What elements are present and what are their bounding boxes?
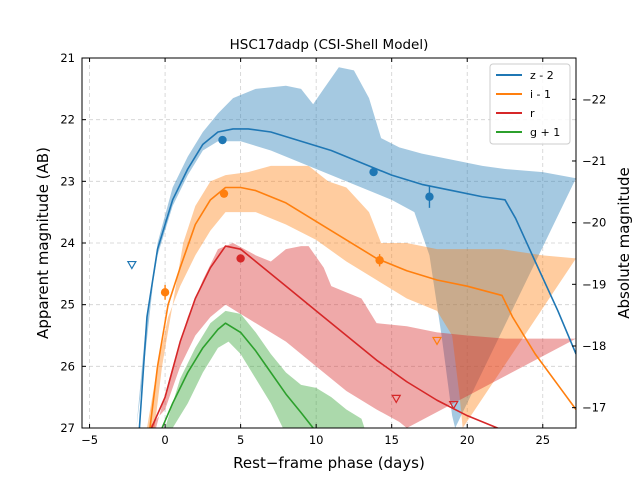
x-tick-label: 25 — [535, 433, 550, 447]
y-axis-label: Apparent magnitude (AB) — [34, 147, 52, 339]
band-g-1 — [165, 310, 365, 428]
right-y-tick-label: −17 — [582, 401, 606, 415]
upper-limit-r — [391, 394, 402, 404]
upper-limit-r — [448, 400, 459, 410]
band-i-1 — [146, 165, 576, 428]
chart-title: HSC17dadp (CSI-Shell Model) — [230, 37, 429, 53]
data-point-z-2 — [425, 192, 434, 201]
x-tick-label: 5 — [237, 433, 244, 447]
legend-label-g-1: g + 1 — [530, 126, 560, 139]
model-line-r — [150, 245, 500, 428]
observations — [126, 135, 459, 410]
right-y-tick-label: −20 — [582, 216, 606, 230]
legend: z - 2 i - 1 r g + 1 — [489, 63, 571, 145]
model-line-i-1 — [149, 186, 576, 428]
x-tick-label: 10 — [309, 433, 324, 447]
legend-label-z-2: z - 2 — [530, 69, 554, 82]
uncertainty-bands — [136, 67, 576, 428]
y-tick-label: 25 — [60, 298, 75, 312]
grid — [82, 57, 576, 429]
upper-limit-i-1 — [431, 336, 443, 346]
data-point-i-1 — [219, 189, 229, 198]
data-point-i-1 — [160, 288, 170, 297]
x-axis-label: Rest−frame phase (days) — [233, 454, 425, 472]
y-tick-label: 23 — [60, 174, 75, 188]
band-z-2 — [136, 67, 576, 428]
right-y-tick-label: −21 — [582, 154, 606, 168]
x-tick-label: −5 — [81, 433, 98, 447]
y-tick-label: 24 — [60, 236, 75, 250]
model-line-g-1 — [161, 322, 314, 428]
y-tick-label: 26 — [60, 359, 75, 373]
y-tick-label: 27 — [60, 421, 75, 435]
band-r — [148, 243, 576, 428]
x-tick-label: 20 — [460, 433, 475, 447]
x-tick-label: 15 — [384, 433, 399, 447]
data-point-z-2 — [369, 167, 378, 177]
data-point-r — [236, 254, 245, 263]
y-tick-label: 22 — [60, 113, 75, 127]
x-tick-label: 0 — [161, 433, 168, 447]
right-y-tick-label: −18 — [582, 339, 606, 353]
model-lines — [138, 128, 576, 428]
right-y-tick-label: −22 — [582, 92, 606, 106]
right-y-tick-label: −19 — [582, 277, 606, 291]
data-point-z-2 — [218, 135, 227, 145]
legend-label-i-1: i - 1 — [530, 88, 551, 101]
upper-limit-z-2 — [126, 260, 137, 270]
right-y-axis-label: Absolute magnitude — [615, 167, 633, 318]
y-tick-label: 21 — [60, 51, 75, 65]
model-line-z-2 — [138, 128, 576, 428]
legend-box — [489, 63, 571, 145]
data-point-i-1 — [375, 256, 384, 265]
axis-ticks: −5 0 5 10 15 20 25 21 22 23 24 25 26 27 −17 −18 −19 −20 −2… — [60, 51, 606, 447]
legend-label-r: r — [530, 107, 535, 120]
